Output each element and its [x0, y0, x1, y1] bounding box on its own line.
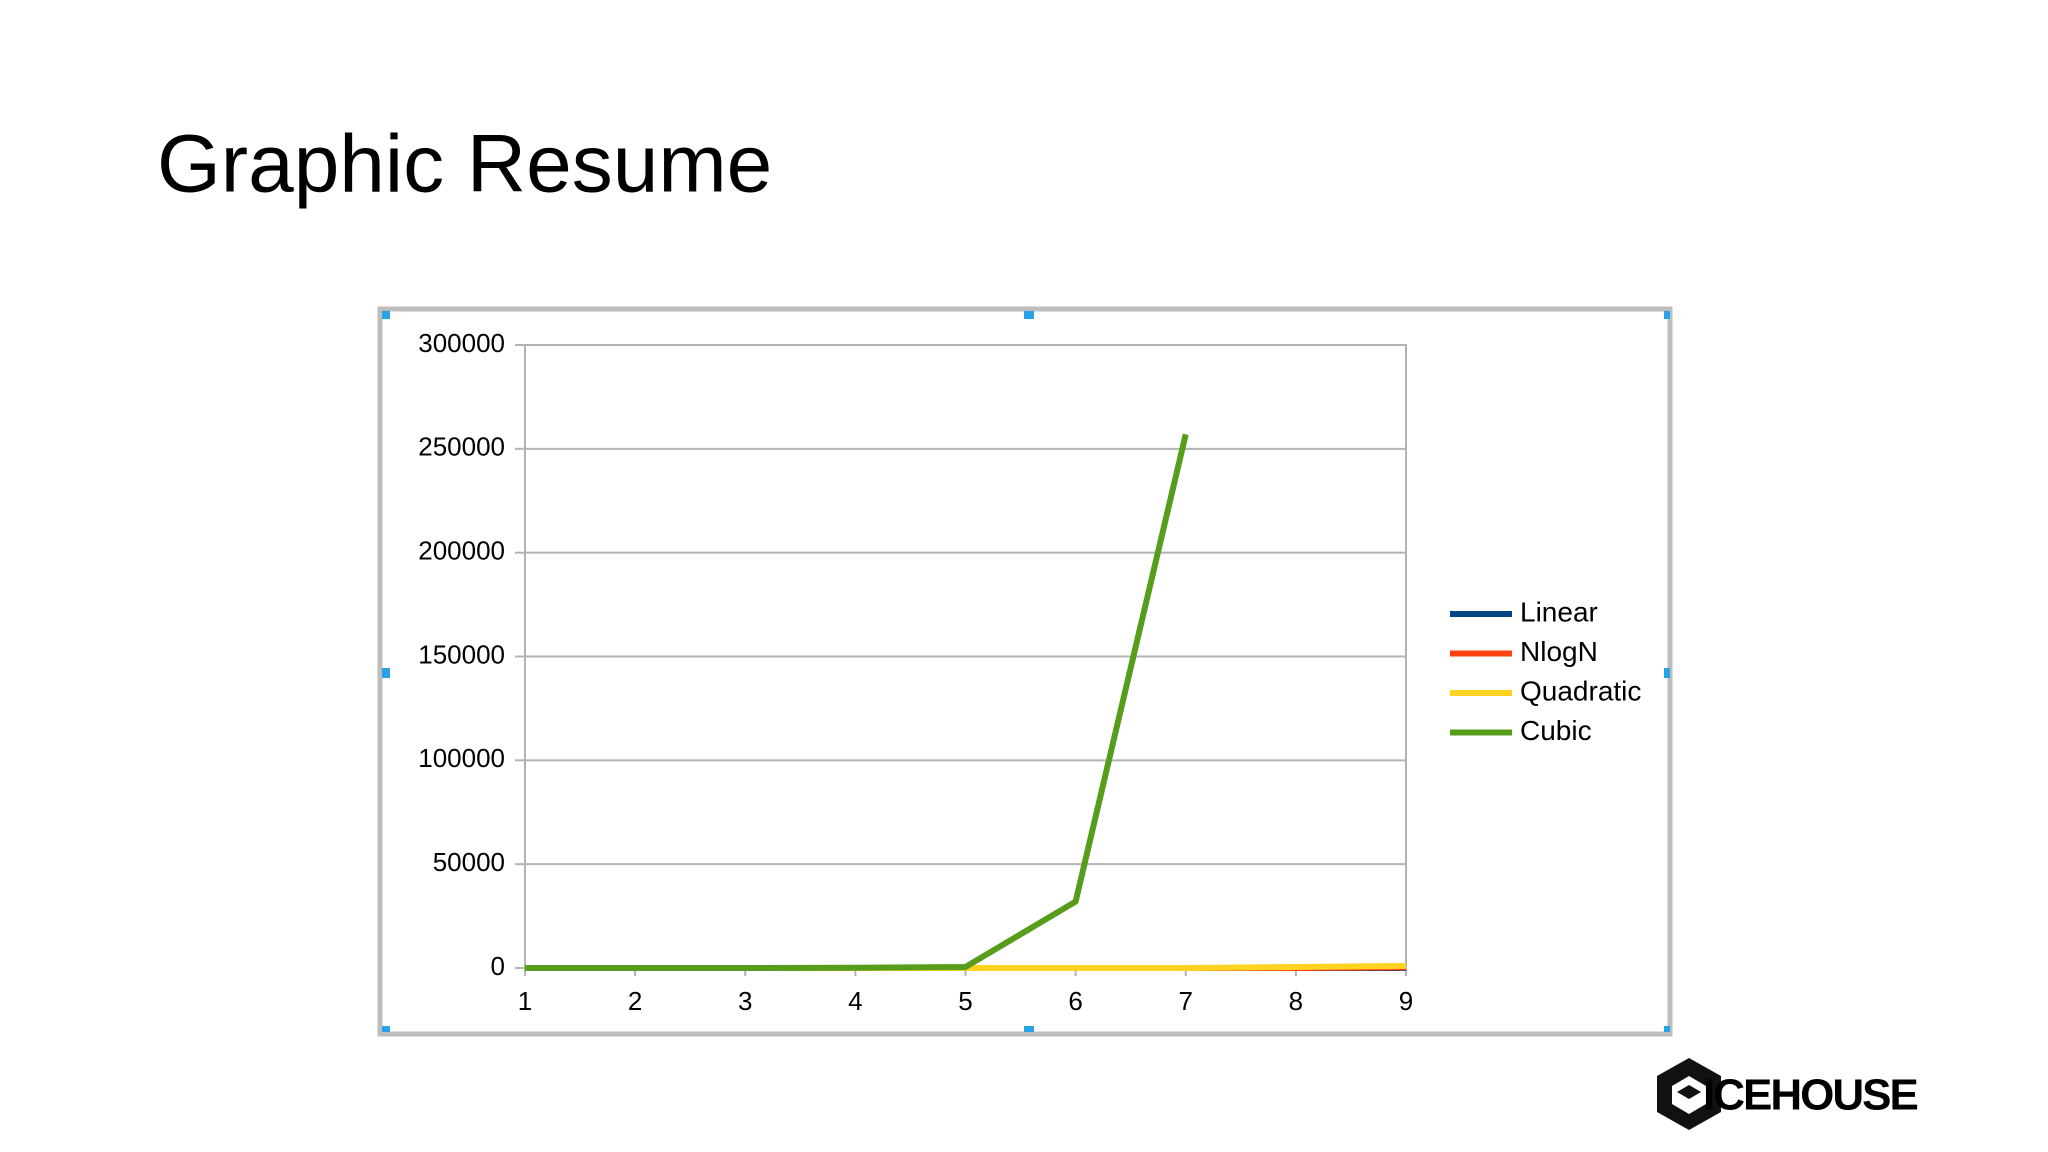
slide-title: Graphic Resume: [157, 119, 772, 210]
y-tick-label: 300000: [418, 328, 505, 358]
x-tick-label: 6: [1068, 986, 1082, 1016]
logo-text: ICEHOUSE: [1703, 1071, 1917, 1120]
series-line: [525, 433, 1189, 971]
y-tick-label: 0: [491, 951, 505, 981]
y-tick-label: 150000: [418, 639, 505, 669]
y-tick-label: 200000: [418, 536, 505, 566]
x-tick-label: 4: [848, 986, 862, 1016]
x-tick-label: 2: [628, 986, 642, 1016]
legend-label: Linear: [1520, 596, 1598, 627]
legend-label: Quadratic: [1520, 675, 1641, 706]
x-tick-label: 1: [518, 986, 532, 1016]
legend-label: Cubic: [1520, 715, 1592, 746]
handles: [382, 311, 1670, 1032]
x-tick-label: 3: [738, 986, 752, 1016]
y-tick-label: 250000: [418, 432, 505, 462]
x-tick-label: 5: [958, 986, 972, 1016]
x-tick-label: 9: [1399, 986, 1413, 1016]
legend-label: NlogN: [1520, 636, 1598, 667]
y-tick-label: 100000: [418, 743, 505, 773]
x-tick-label: 8: [1289, 986, 1303, 1016]
x-tick-label: 7: [1179, 986, 1193, 1016]
y-tick-label: 50000: [433, 847, 505, 877]
logo: ICEHOUSE: [1657, 1058, 1919, 1130]
